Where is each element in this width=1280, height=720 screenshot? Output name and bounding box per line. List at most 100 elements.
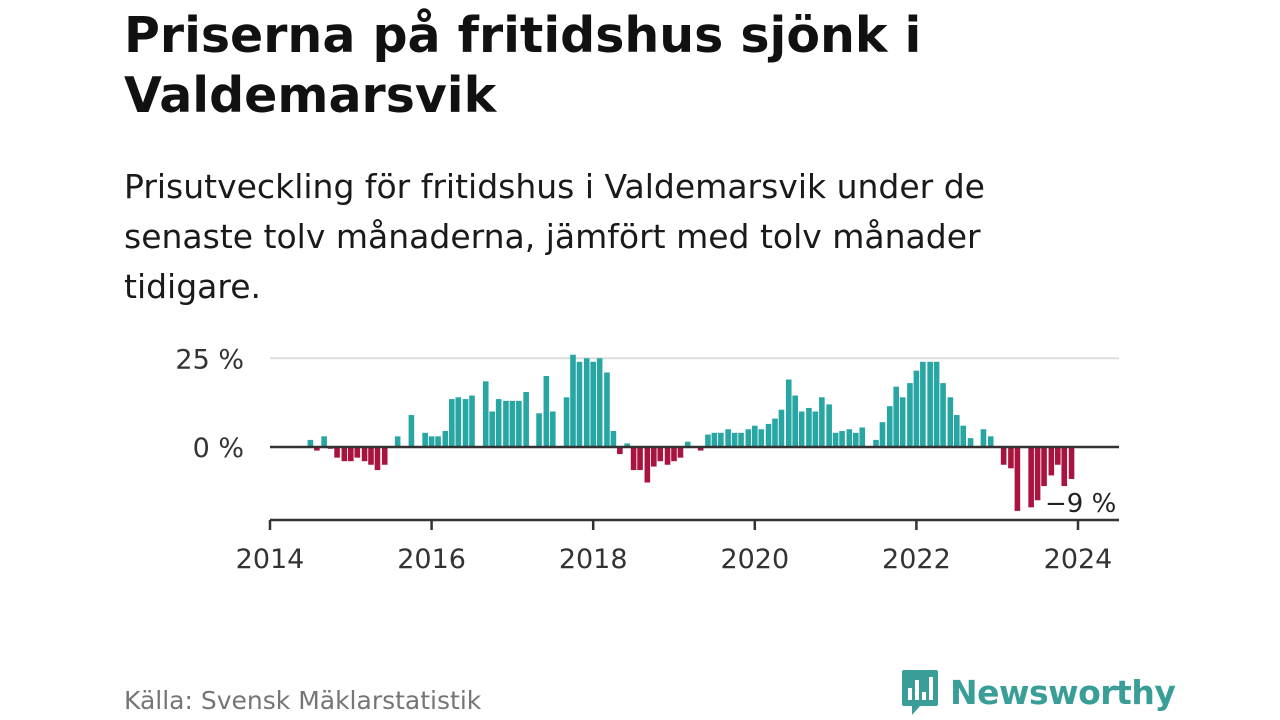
bar	[752, 425, 758, 447]
bar	[1008, 447, 1014, 469]
bar	[368, 447, 374, 465]
bar	[913, 370, 920, 447]
bar	[617, 447, 623, 455]
bar	[826, 404, 832, 447]
bar	[374, 447, 381, 471]
bar	[920, 361, 926, 447]
source-note: Källa: Svensk Mäklarstatistik	[124, 686, 482, 715]
bar	[960, 425, 967, 447]
bar	[435, 436, 441, 447]
bar	[853, 432, 859, 447]
bar	[394, 436, 401, 447]
bar-chart-speech-bubble-icon	[902, 670, 938, 715]
bar	[1000, 447, 1007, 465]
x-tick-label: 2016	[397, 544, 466, 575]
bar	[697, 447, 704, 451]
bar	[516, 400, 522, 447]
bar	[705, 434, 711, 447]
bar	[482, 381, 489, 447]
bar	[671, 447, 677, 462]
bar	[455, 397, 462, 447]
bar	[778, 409, 785, 447]
bar	[758, 429, 765, 447]
bar	[610, 431, 617, 447]
bar	[980, 429, 987, 447]
bar	[879, 422, 886, 447]
bar	[677, 447, 684, 458]
bar	[348, 447, 354, 462]
bar	[819, 397, 825, 447]
bar	[583, 358, 590, 447]
bar	[449, 399, 455, 447]
x-tick-label: 2018	[559, 544, 628, 575]
chart-title: Priserna på fritidshus sjönk i Valdemars…	[124, 7, 922, 124]
bar	[590, 361, 596, 447]
bar	[361, 447, 368, 462]
bar	[940, 383, 946, 447]
bar	[711, 432, 718, 447]
bar	[495, 399, 502, 447]
bar	[570, 354, 576, 447]
bar	[839, 431, 845, 447]
bar	[1041, 447, 1047, 487]
bar	[509, 400, 516, 447]
bar	[798, 411, 805, 447]
axis-labels: 0 % 25 % 2014 2016 2018 2020 2022 2024 −9 %	[175, 344, 1116, 575]
bar	[893, 386, 899, 447]
bar	[550, 411, 556, 447]
bar	[408, 415, 415, 447]
bar	[745, 429, 752, 447]
last-value-label: −9 %	[1045, 489, 1116, 519]
bar	[503, 400, 509, 447]
bar	[596, 358, 603, 447]
bar	[859, 427, 866, 447]
y-tick-label: 0 %	[193, 433, 244, 464]
bar	[576, 361, 583, 447]
bar	[381, 447, 388, 465]
bar	[927, 361, 933, 447]
x-tick-label: 2022	[882, 544, 951, 575]
bar	[832, 432, 839, 447]
bar	[731, 432, 738, 447]
bar	[341, 447, 348, 462]
bar-chart: 0 % 25 % 2014 2016 2018 2020 2022 2024 −9 %	[175, 344, 1119, 575]
bar	[933, 361, 940, 447]
bar	[489, 411, 495, 447]
brand-name: Newsworthy	[950, 672, 1176, 712]
bar	[462, 399, 469, 447]
bar	[657, 447, 664, 462]
bar	[899, 397, 906, 447]
bar	[314, 447, 320, 451]
brand-logo[interactable]: Newsworthy	[900, 670, 1176, 715]
chart-subtitle: Prisutveckling för fritidshus i Valdemar…	[124, 167, 985, 306]
x-tick-label: 2024	[1044, 544, 1113, 575]
bar	[630, 447, 637, 471]
bar	[523, 391, 529, 447]
bar	[954, 415, 960, 447]
bar	[307, 439, 314, 447]
bar	[321, 436, 327, 447]
bar	[428, 436, 435, 447]
bar	[422, 432, 428, 447]
bar	[987, 436, 994, 447]
bar-series	[307, 354, 1075, 511]
bar	[718, 432, 724, 447]
bar	[967, 438, 974, 448]
bar	[334, 447, 340, 458]
axes	[268, 445, 1119, 530]
y-tick-label: 25 %	[175, 344, 244, 375]
bar	[543, 376, 550, 447]
bar	[1068, 447, 1075, 479]
bar	[886, 406, 893, 447]
bar	[1028, 447, 1034, 508]
bar	[684, 441, 691, 447]
bar	[765, 423, 772, 447]
x-tick-label: 2020	[720, 544, 789, 575]
x-tick-label: 2014	[236, 544, 305, 575]
bar	[738, 432, 744, 447]
bar	[792, 395, 798, 447]
bar	[664, 447, 671, 465]
bar	[536, 413, 542, 447]
bar	[624, 443, 630, 447]
bar	[651, 447, 657, 467]
